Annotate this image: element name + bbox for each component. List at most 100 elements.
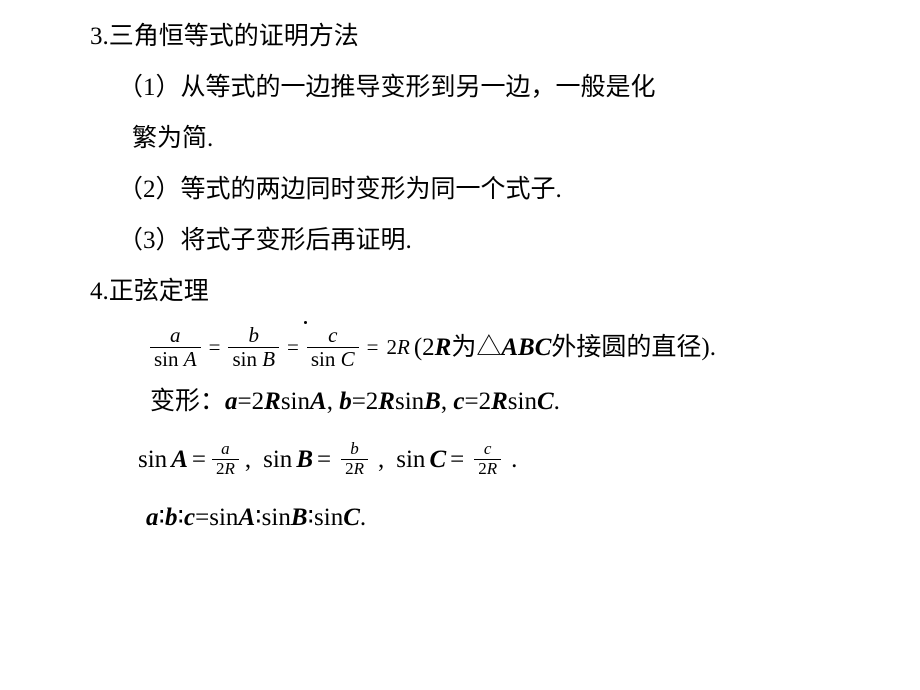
r2-c1: , xyxy=(245,447,251,472)
document-body: 3.三角恒等式的证明方法 （1）从等式的一边推导变形到另一边，一般是化 繁为简.… xyxy=(0,0,920,586)
frac-num-c: c xyxy=(324,324,341,347)
r2-eq1: = xyxy=(192,447,206,472)
frac-b-2R: b 2R xyxy=(341,440,368,478)
two-4: 2 xyxy=(345,459,354,478)
R-5: R xyxy=(487,459,497,478)
sine-law-equation: a sin A = b sin B = c sin C = 2R (2R为△AB… xyxy=(90,324,830,371)
t1-p: . xyxy=(554,388,560,415)
R-3: R xyxy=(224,459,234,478)
t1-eq3: =2 xyxy=(464,388,491,415)
ratio-row: a∶b∶c=sinA∶sinB∶sinC. xyxy=(90,505,830,530)
frac-c-2R: c 2R xyxy=(474,440,501,478)
frac-num-b: b xyxy=(244,324,263,347)
t1-eq1: =2 xyxy=(238,388,265,415)
var-A-1: A xyxy=(184,347,197,371)
ratio-a: a xyxy=(146,504,159,531)
r2-sinC: sin xyxy=(396,447,425,472)
ratio-sinB: sin xyxy=(262,504,291,531)
r2-sinA: sin xyxy=(138,447,167,472)
frac-num-a: a xyxy=(166,324,185,347)
tail-cn-2: 外接圆的直径). xyxy=(551,334,716,361)
t1-c1: , xyxy=(327,388,333,415)
item-2-text: （2）等式的两边同时变形为同一个式子. xyxy=(118,176,562,203)
R-4: R xyxy=(354,459,364,478)
fn-c: c xyxy=(480,440,496,459)
var-R-1: R xyxy=(397,335,410,359)
ratio-c: c xyxy=(184,504,195,531)
heading-4: 4.正弦定理 xyxy=(90,279,830,304)
item-2: （2）等式的两边同时变形为同一个式子. xyxy=(90,177,830,202)
two-literal-2: 2 xyxy=(422,334,435,361)
t1-eq2: =2 xyxy=(352,388,379,415)
t1-c2: , xyxy=(441,388,447,415)
ratio-sinC: sin xyxy=(314,504,343,531)
ratio-sinA: sin xyxy=(209,504,238,531)
frac-den-sinc: sin C xyxy=(307,347,359,371)
r2-eq2: = xyxy=(317,447,331,472)
r2-Cv: C xyxy=(429,447,446,472)
t1-R1: R xyxy=(264,388,281,415)
fn-b: b xyxy=(346,440,363,459)
frac-a-2R: a 2R xyxy=(212,440,239,478)
heading-3: 3.三角恒等式的证明方法 xyxy=(90,24,830,49)
eq-1: = xyxy=(205,337,225,358)
transform-row-2: sinA= a 2R , sinB= b 2R , sinC= c 2R . xyxy=(86,440,830,478)
two-literal: 2 xyxy=(387,335,398,359)
var-C-1: C xyxy=(341,347,355,371)
t1-c: c xyxy=(453,388,464,415)
item-1-text-b: 繁为简. xyxy=(132,125,213,152)
frac-a-sina: a sin A xyxy=(150,324,201,371)
t1-Cv: C xyxy=(537,388,554,415)
var-R-bold: R xyxy=(435,334,452,361)
two-5: 2 xyxy=(478,459,487,478)
t1-b: b xyxy=(339,388,352,415)
item-3: （3）将式子变形后再证明. xyxy=(90,228,830,253)
heading-4-text: 4.正弦定理 xyxy=(90,278,209,305)
item-3-text: （3）将式子变形后再证明. xyxy=(118,227,412,254)
ratio-Av: A xyxy=(238,504,255,531)
heading-3-text: 3.三角恒等式的证明方法 xyxy=(90,23,359,50)
frac-b-sinb: b sin B xyxy=(228,324,279,371)
r2-p: . xyxy=(511,447,517,472)
r2-eq3: = xyxy=(450,447,464,472)
frac-den-sinb: sin B xyxy=(228,347,279,371)
sin-label-2: sin xyxy=(232,347,257,371)
eq-3: = xyxy=(363,337,383,358)
t1-Av: A xyxy=(310,388,327,415)
r2-Av: A xyxy=(171,447,188,472)
fn-a: a xyxy=(217,440,234,459)
item-1-text-a: （1）从等式的一边推导变形到另一边，一般是化 xyxy=(118,74,656,101)
r2-c2: , xyxy=(378,447,384,472)
t1-sinC: sin xyxy=(508,388,537,415)
ratio-eq: = xyxy=(195,504,209,531)
transform-row-1: 变形：a=2RsinA, b=2RsinB, c=2RsinC. xyxy=(90,389,830,414)
fd-2R-1: 2R xyxy=(212,459,239,479)
t1-a: a xyxy=(225,388,238,415)
ratio-Cv: C xyxy=(343,504,360,531)
ratio-b: b xyxy=(165,504,178,531)
ratio-Bv: B xyxy=(291,504,308,531)
t1-R2: R xyxy=(378,388,395,415)
frac-c-sinc: c sin C xyxy=(307,324,359,371)
fd-2R-3: 2R xyxy=(474,459,501,479)
two-R: 2R xyxy=(387,337,410,358)
sin-label-1: sin xyxy=(154,347,179,371)
stray-dot xyxy=(304,321,307,324)
frac-den-sina: sin A xyxy=(150,347,201,371)
ratio-p: . xyxy=(360,504,366,531)
fd-2R-2: 2R xyxy=(341,459,368,479)
transform-label: 变形： xyxy=(150,388,225,415)
t1-sinA: sin xyxy=(281,388,310,415)
t1-R3: R xyxy=(491,388,508,415)
tail-cn-1: 为△ xyxy=(451,334,501,361)
t1-sinB: sin xyxy=(395,388,424,415)
r2-sinB: sin xyxy=(263,447,292,472)
lparen: ( xyxy=(414,334,422,361)
item-1-line-a: （1）从等式的一边推导变形到另一边，一般是化 xyxy=(90,75,830,100)
var-B-1: B xyxy=(262,347,275,371)
t1-Bv: B xyxy=(424,388,441,415)
abc-bold: ABC xyxy=(501,334,551,361)
item-1-line-b: 繁为简. xyxy=(90,126,830,151)
eq-2: = xyxy=(283,337,303,358)
sine-law-tail: (2R为△ABC外接圆的直径). xyxy=(414,335,716,360)
